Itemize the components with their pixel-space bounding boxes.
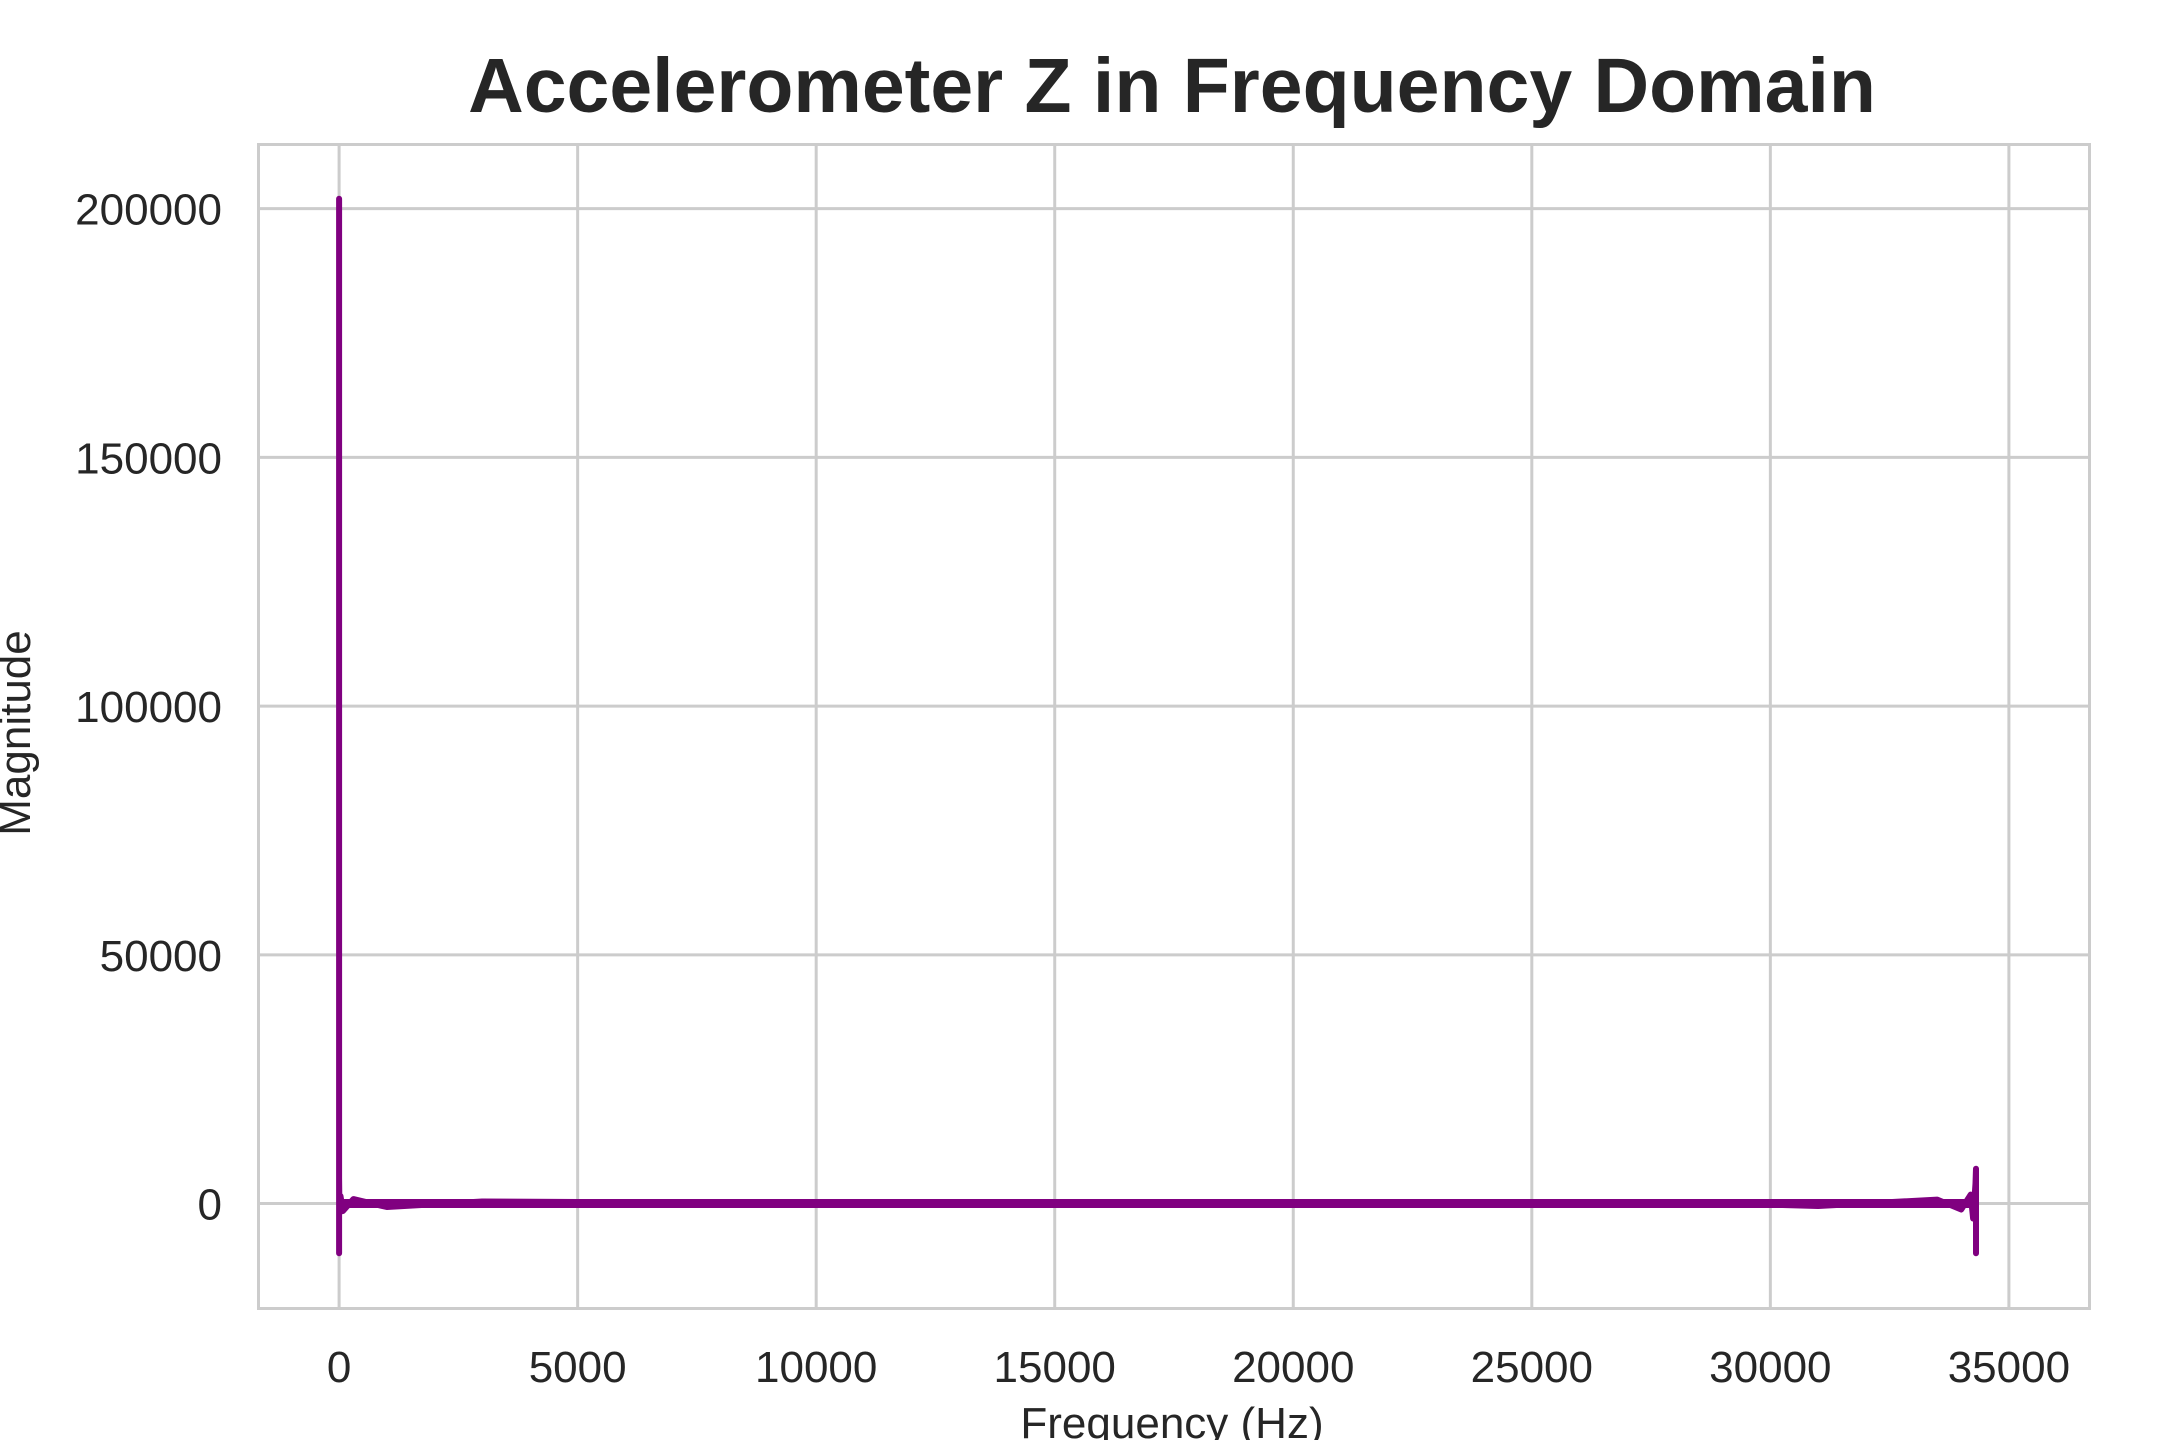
- series-layer: [336, 195, 1979, 1257]
- x-tick-label: 10000: [755, 1343, 877, 1392]
- x-tick-label: 5000: [529, 1343, 627, 1392]
- y-tick-label: 150000: [75, 434, 222, 483]
- x-tick-labels: 0 5000 10000 15000 20000 25000 30000 35000: [327, 1343, 2070, 1392]
- y-tick-label: 200000: [75, 186, 222, 235]
- plot-frame: [257, 143, 2091, 1310]
- y-axis-label: Magnitude: [0, 630, 40, 835]
- x-tick-label: 15000: [994, 1343, 1116, 1392]
- grid: [258, 144, 2090, 1308]
- x-tick-label: 30000: [1709, 1343, 1831, 1392]
- x-tick-label: 35000: [1948, 1343, 2070, 1392]
- chart-title: Accelerometer Z in Frequency Domain: [468, 43, 1876, 129]
- x-tick-label: 25000: [1471, 1343, 1593, 1392]
- x-axis-label: Frequency (Hz): [1020, 1399, 1323, 1440]
- y-tick-label: 50000: [100, 932, 222, 981]
- x-tick-label: 20000: [1232, 1343, 1354, 1392]
- series-line: [336, 195, 1979, 1257]
- y-tick-label: 100000: [75, 683, 222, 732]
- x-tick-label: 0: [327, 1343, 351, 1392]
- y-tick-label: 0: [198, 1181, 222, 1230]
- y-tick-labels: 0 50000 100000 150000 200000: [75, 186, 222, 1230]
